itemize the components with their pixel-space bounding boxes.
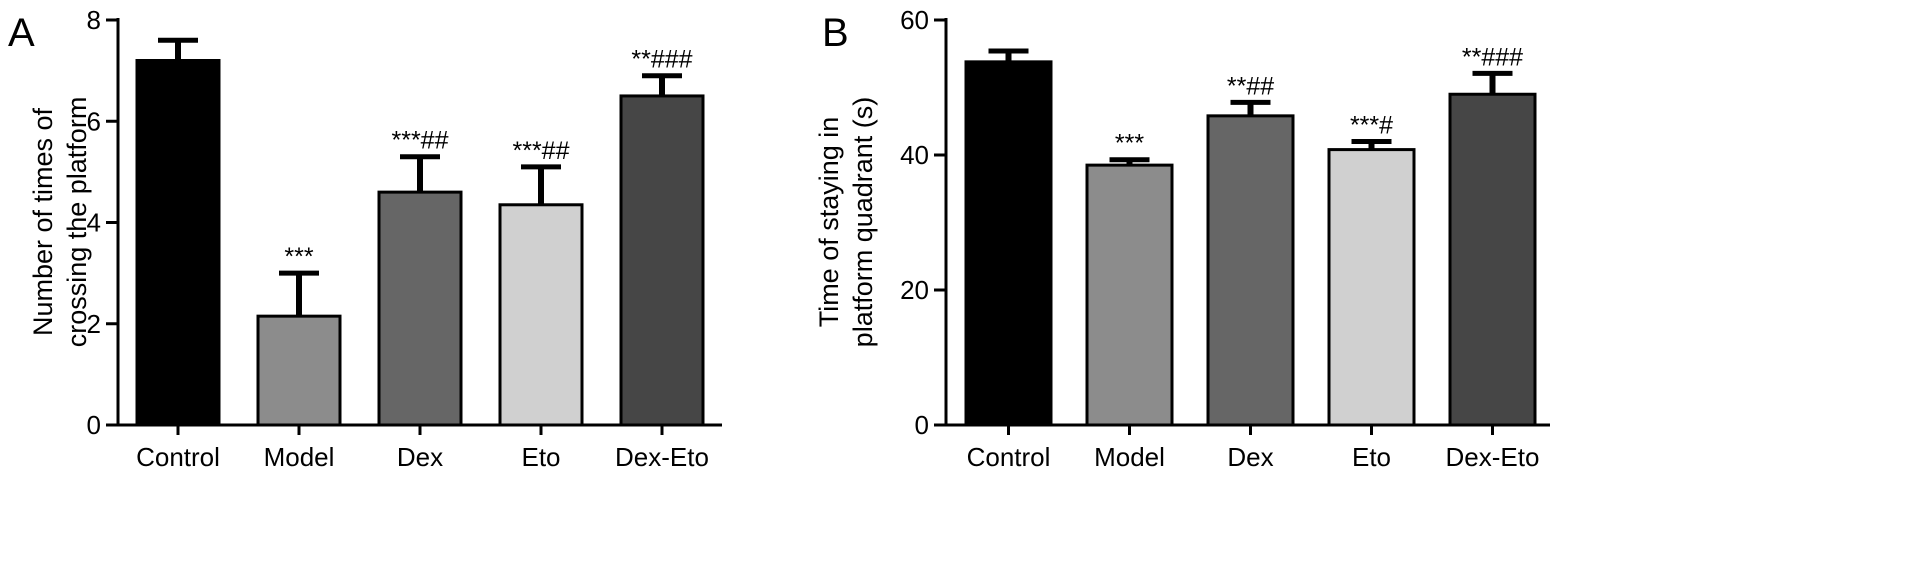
- significance-label: **###: [631, 46, 692, 74]
- y-tick-label: 0: [87, 410, 101, 440]
- y-tick-label: 6: [87, 106, 101, 136]
- y-axis-title: Time of staying in: [814, 117, 844, 328]
- bar: [498, 203, 584, 427]
- y-tick-label: 60: [900, 5, 929, 35]
- significance-label: ***#: [1350, 112, 1393, 140]
- chart-panel-b: B Time of staying in platform quadrant (s)…: [814, 5, 1550, 472]
- x-tick-label: Eto: [521, 442, 560, 472]
- significance-label: ***: [284, 243, 313, 271]
- bar: [1206, 114, 1295, 427]
- bar: [135, 59, 221, 427]
- x-tick-label: Dex: [397, 442, 443, 472]
- y-tick-label: 20: [900, 275, 929, 305]
- significance-label: **##: [1227, 72, 1274, 100]
- x-tick-label: Control: [967, 442, 1051, 472]
- x-tick-label: Dex: [1227, 442, 1273, 472]
- y-tick-label: 4: [87, 208, 101, 238]
- x-tick-label: Dex-Eto: [615, 442, 709, 472]
- bar: [1327, 148, 1416, 427]
- significance-label: ***##: [513, 137, 570, 165]
- y-tick-label: 40: [900, 140, 929, 170]
- bar: [1448, 92, 1537, 427]
- significance-label: **###: [1462, 43, 1523, 71]
- bar: [964, 60, 1053, 427]
- y-axis-title: Number of times of: [28, 107, 58, 336]
- bar: [1085, 163, 1174, 427]
- x-tick-label: Eto: [1352, 442, 1391, 472]
- significance-label: ***: [1115, 130, 1144, 158]
- x-tick-label: Dex-Eto: [1446, 442, 1540, 472]
- bar: [377, 190, 463, 427]
- chart-panel-a: A Number of times of crossing the platform…: [8, 5, 722, 472]
- panel-label: B: [822, 11, 849, 55]
- y-tick-label: 8: [87, 5, 101, 35]
- bar: [256, 314, 342, 427]
- y-tick-label: 0: [915, 410, 929, 440]
- x-tick-label: Model: [1094, 442, 1165, 472]
- bar: [619, 94, 705, 427]
- y-axis-title: crossing the platform: [62, 97, 92, 348]
- x-tick-label: Control: [136, 442, 220, 472]
- x-tick-label: Model: [264, 442, 335, 472]
- significance-label: ***##: [392, 127, 449, 155]
- y-tick-label: 2: [87, 309, 101, 339]
- y-axis-title: platform quadrant (s): [848, 97, 878, 348]
- panel-label: A: [8, 11, 35, 55]
